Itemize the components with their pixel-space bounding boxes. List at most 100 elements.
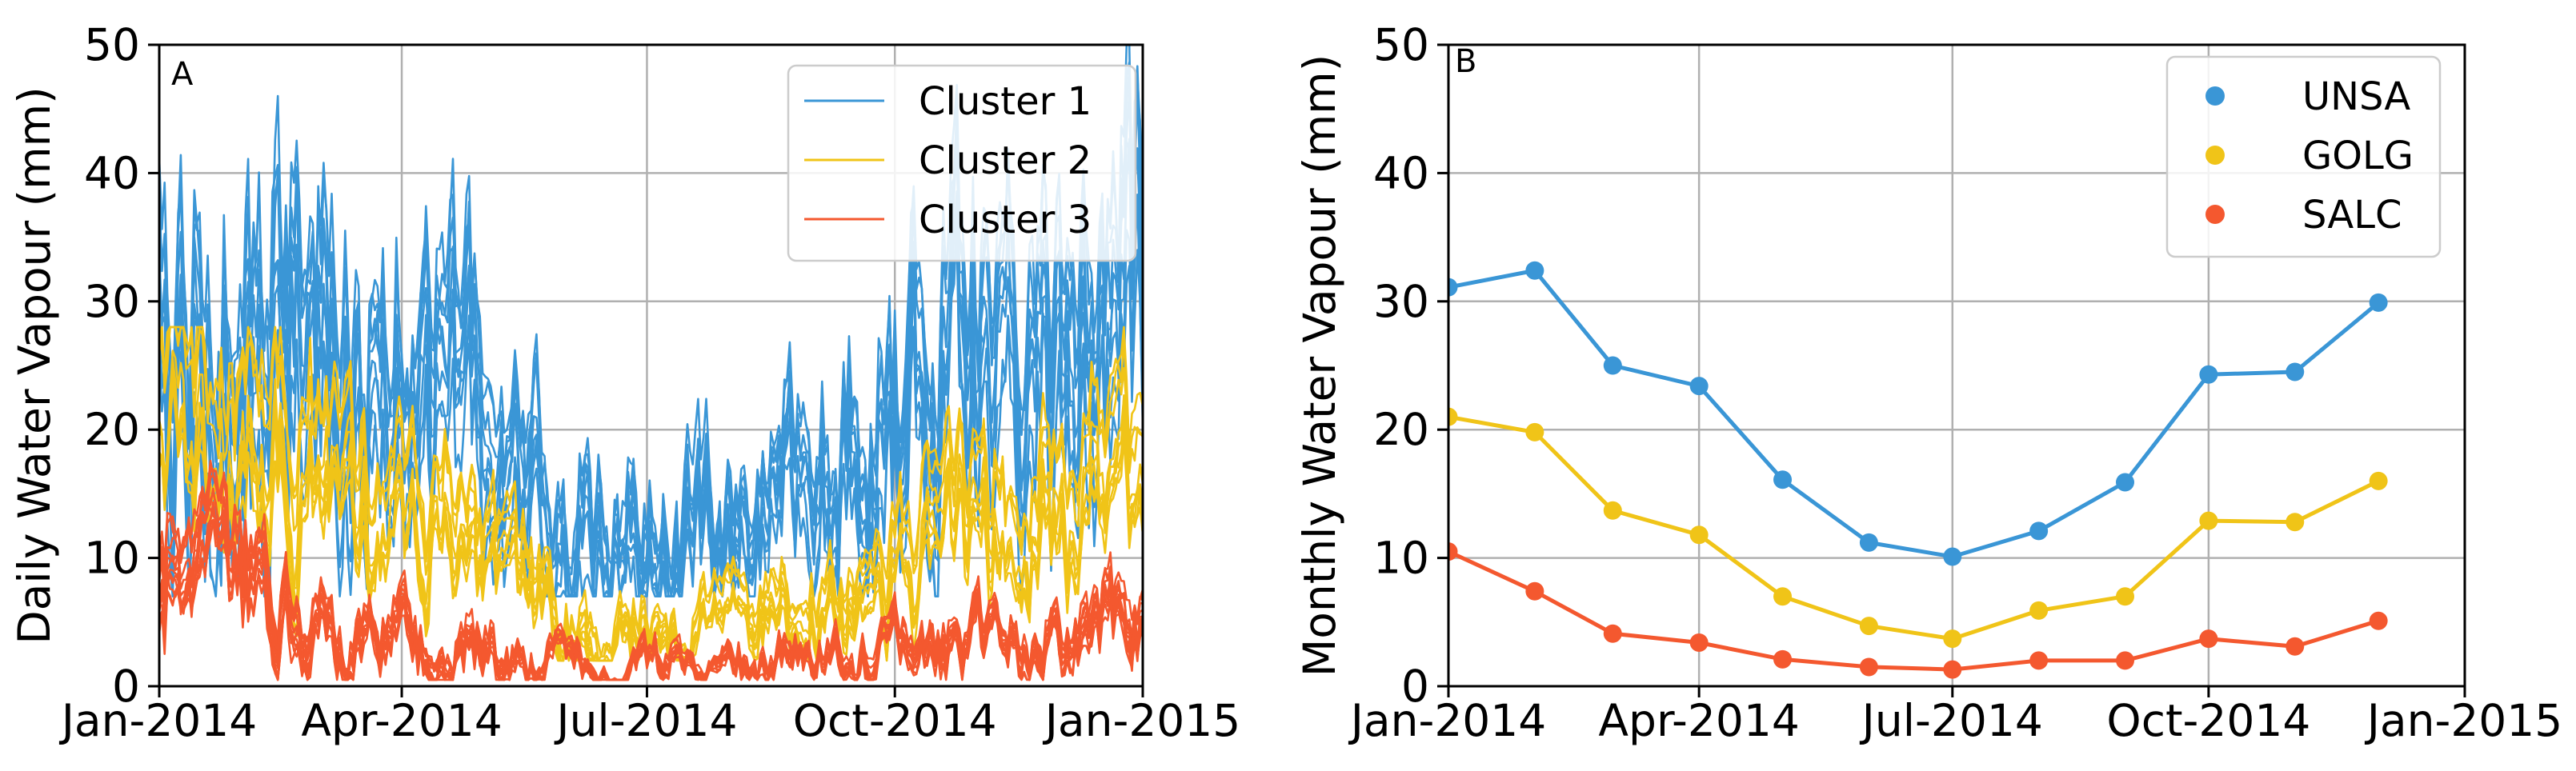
panel-b-monthly-chart: Jan-2014 Apr-2014 Jul-2014 Oct-2014 Jan-2015… — [1294, 19, 2562, 746]
panel-b-series-salc-point — [1525, 581, 1544, 601]
panel-b-series-golg-point — [2116, 587, 2135, 606]
panel-b-series-salc-point — [2199, 629, 2218, 649]
panel-b-y-tick-label: 40 — [1373, 147, 1429, 198]
panel-a-letter: A — [171, 56, 194, 93]
panel-b-series-unsa-point — [2116, 473, 2135, 492]
panel-b-series-salc-point — [1689, 633, 1709, 652]
panel-a-legend-label-cluster-3: Cluster 3 — [919, 198, 1092, 242]
panel-b-series-salc-point — [2116, 651, 2135, 670]
panel-a-legend-label-cluster-2: Cluster 2 — [919, 138, 1092, 183]
panel-a-legend-item-cluster-3: Cluster 3 — [804, 198, 1092, 242]
panel-a-y-tick-label: 30 — [84, 276, 140, 327]
panel-a-series-cluster-3-station-line — [159, 505, 1143, 681]
panel-a-ticks: Jan-2014 Apr-2014 Jul-2014 Oct-2014 Jan-2015… — [59, 19, 1241, 746]
panel-a-x-tick-label: Apr-2014 — [301, 695, 502, 746]
panel-b-legend: UNSA GOLG SALC — [2165, 55, 2442, 258]
panel-b-y-tick-label: 30 — [1373, 276, 1429, 327]
panel-b-series-layer — [1448, 261, 2388, 679]
panel-b-series-unsa-point — [2029, 521, 2049, 541]
panel-b-series-golg — [1448, 407, 2388, 649]
panel-a-y-tick-label: 10 — [84, 533, 140, 584]
panel-b-series-unsa-point — [1689, 377, 1709, 396]
panel-b-series-salc-point — [1943, 660, 1962, 679]
panel-b-axes-frame — [1447, 43, 2466, 688]
panel-b-series-golg-point — [1525, 422, 1544, 441]
panel-a-x-tick-label: Oct-2014 — [793, 695, 997, 746]
panel-a-y-axis-label: Daily Water Vapour (mm) — [9, 86, 60, 644]
panel-b-series-salc — [1448, 542, 2388, 679]
panel-b-legend-label-unsa: UNSA — [2302, 74, 2410, 119]
panel-a-daily-chart: Jan-2014 Apr-2014 Jul-2014 Oct-2014 Jan-2015… — [9, 19, 1240, 746]
panel-b-series-golg-point — [1689, 525, 1709, 545]
panel-b-legend-label-golg: GOLG — [2302, 134, 2414, 178]
panel-b-letter: B — [1455, 43, 1476, 80]
panel-a-legend-item-cluster-2: Cluster 2 — [804, 138, 1092, 183]
panel-a-x-tick-label: Jul-2014 — [554, 695, 737, 746]
panel-b-series-unsa-point — [1448, 278, 1458, 297]
panel-a-legend-box — [787, 64, 1137, 262]
panel-b-series-salc-point — [2369, 611, 2388, 630]
panel-a-legend: Cluster 1 Cluster 2 Cluster 3 — [787, 64, 1137, 262]
panel-b-series-golg-point — [2369, 471, 2388, 490]
panel-b-y-tick-label: 50 — [1373, 19, 1429, 70]
panel-a-legend-label-cluster-1: Cluster 1 — [919, 79, 1092, 124]
panel-b-series-salc-point — [2286, 637, 2305, 656]
panel-b-x-tick-label: Apr-2014 — [1598, 695, 1799, 746]
panel-a-x-tick-label: Jan-2014 — [59, 695, 258, 746]
panel-b-series-golg-point — [1603, 501, 1622, 520]
panel-a-x-tick-label: Jan-2015 — [1043, 695, 1241, 746]
panel-b-series-unsa-line — [1448, 268, 2380, 559]
panel-b-ticks: Jan-2014 Apr-2014 Jul-2014 Oct-2014 Jan-2015… — [1348, 19, 2563, 746]
panel-b-y-axis-label: Monthly Water Vapour (mm) — [1294, 54, 1345, 677]
panel-b-legend-swatch-unsa — [2205, 86, 2225, 106]
panel-b-series-golg-point — [1859, 617, 1878, 636]
panel-b-series-salc-point — [2029, 651, 2049, 670]
panel-b-series-salc-point — [1603, 624, 1622, 643]
panel-a-series-cluster-2-station-line — [159, 326, 1143, 662]
panel-b-x-tick-label: Oct-2014 — [2106, 695, 2310, 746]
panel-a-legend-item-cluster-1: Cluster 1 — [804, 79, 1092, 124]
panel-b-y-tick-label: 10 — [1373, 533, 1429, 584]
panel-a-series-cluster-1 — [159, 45, 1143, 598]
panel-b-series-unsa — [1448, 261, 2388, 566]
panel-a-series-cluster-1-station-line — [159, 141, 1143, 598]
panel-b-legend-swatch-salc — [2205, 205, 2225, 224]
panel-b-series-golg-line — [1448, 414, 2380, 641]
panel-a-series-cluster-1-station-line — [159, 61, 1143, 598]
panel-a-series-layer — [159, 45, 1143, 681]
panel-b-series-unsa-point — [1859, 533, 1878, 552]
panel-b-series-golg-point — [1773, 587, 1793, 606]
panel-a-y-tick-label: 0 — [112, 661, 140, 712]
panel-b-legend-item-unsa: UNSA — [2205, 74, 2410, 119]
panel-a-series-cluster-2-station-line — [159, 326, 1143, 662]
panel-b-series-golg-point — [1448, 407, 1458, 426]
panel-b-legend-item-salc: SALC — [2205, 193, 2402, 238]
panel-b-legend-swatch-golg — [2205, 146, 2225, 165]
panel-b-series-golg-point — [2199, 511, 2218, 530]
panel-b-series-unsa-point — [1525, 261, 1544, 280]
panel-b-series-golg-point — [2029, 601, 2049, 620]
panel-a-series-cluster-3 — [159, 459, 1143, 681]
panel-a-y-tick-label: 50 — [84, 19, 140, 70]
panel-b-series-salc-point — [1773, 649, 1793, 669]
panel-a-axes-frame — [158, 43, 1144, 688]
panel-b-series-unsa-point — [2199, 365, 2218, 384]
panel-b-x-tick-label: Jan-2015 — [2365, 695, 2563, 746]
panel-b-legend-item-golg: GOLG — [2205, 134, 2414, 178]
panel-b-y-tick-label: 0 — [1401, 661, 1429, 712]
panel-b-series-salc-point — [1448, 542, 1458, 561]
panel-b-x-tick-label: Jul-2014 — [1860, 695, 2043, 746]
panel-b-series-salc-line — [1448, 549, 2379, 672]
panel-b-series-unsa-point — [2369, 293, 2388, 312]
panel-a-y-tick-label: 20 — [84, 404, 140, 455]
panel-b-series-golg-point — [2286, 513, 2305, 532]
panel-b-y-tick-label: 20 — [1373, 404, 1429, 455]
panel-b-series-unsa-point — [1603, 356, 1622, 375]
panel-b-legend-box — [2165, 55, 2442, 258]
panel-b-series-unsa-point — [1943, 547, 1962, 566]
panel-b-series-salc-point — [1859, 657, 1878, 677]
panel-b-legend-label-salc: SALC — [2302, 193, 2402, 238]
panel-b-series-unsa-point — [1773, 470, 1793, 489]
panel-b-series-golg-point — [1943, 629, 1962, 649]
